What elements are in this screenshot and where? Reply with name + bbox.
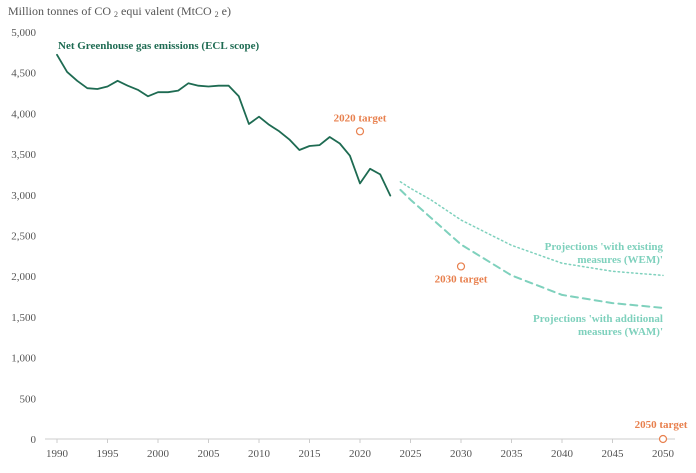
y-axis-title-part1: Million tonnes of CO: [8, 4, 112, 18]
x-tick-label: 2005: [198, 448, 221, 460]
x-tick-label: 1990: [46, 448, 69, 460]
target-marker: [456, 262, 466, 271]
y-tick-label: 2,000: [11, 271, 36, 283]
x-tick-label: 2030: [450, 448, 473, 460]
x-tick-label: 2020: [349, 448, 372, 460]
y-axis-title-part2: equi valent (MtCO: [121, 4, 212, 18]
y-tick-label: 0: [31, 434, 37, 446]
x-tick-label: 2000: [147, 448, 170, 460]
target-marker: [658, 434, 668, 444]
wem-projection-line: [399, 181, 664, 277]
y-tick-label: 4,000: [11, 108, 36, 120]
target-label: 2050 target: [635, 419, 688, 431]
x-tick-label: 2035: [501, 448, 524, 460]
y-tick-label: 5,000: [11, 27, 36, 39]
x-tick-label: 2025: [400, 448, 423, 460]
x-tick-label: 2010: [248, 448, 271, 460]
y-axis-title-part3: e): [221, 4, 231, 18]
x-tick-label: 2045: [602, 448, 625, 460]
x-tick-label: 2040: [551, 448, 574, 460]
target-label: 2020 target: [334, 112, 387, 124]
y-tick-label: 3,500: [11, 149, 36, 161]
y-tick-label: 1,500: [11, 312, 36, 324]
historic-emissions-line: [56, 53, 392, 197]
wam-series-label-line1: Projections 'with additional: [533, 313, 663, 325]
wam-projection-line: [399, 188, 664, 309]
y-tick-label: 1,000: [11, 353, 36, 365]
y-tick-label: 500: [20, 393, 37, 405]
y-axis-title: Million tonnes of CO 2 equi valent (MtCO 2 e…: [8, 4, 231, 19]
wem-series-label-line1: Projections 'with existing: [545, 241, 664, 253]
y-tick-label: 3,000: [11, 190, 36, 202]
x-tick-label: 2050: [652, 448, 675, 460]
x-tick-label: 2015: [299, 448, 322, 460]
target-marker: [355, 127, 365, 136]
wem-series-label-line2: measures (WEM)': [577, 254, 663, 266]
historic-series-label: Net Greenhouse gas emissions (ECL scope): [58, 40, 259, 52]
x-tick-label: 1995: [97, 448, 120, 460]
y-axis-title-sub2: 2: [214, 10, 219, 19]
target-label: 2030 target: [435, 273, 488, 285]
y-axis-title-sub1: 2: [114, 10, 119, 19]
wam-series-label-line2: measures (WAM)': [578, 326, 663, 338]
y-tick-label: 2,500: [11, 231, 36, 243]
y-tick-label: 4,500: [11, 68, 36, 80]
